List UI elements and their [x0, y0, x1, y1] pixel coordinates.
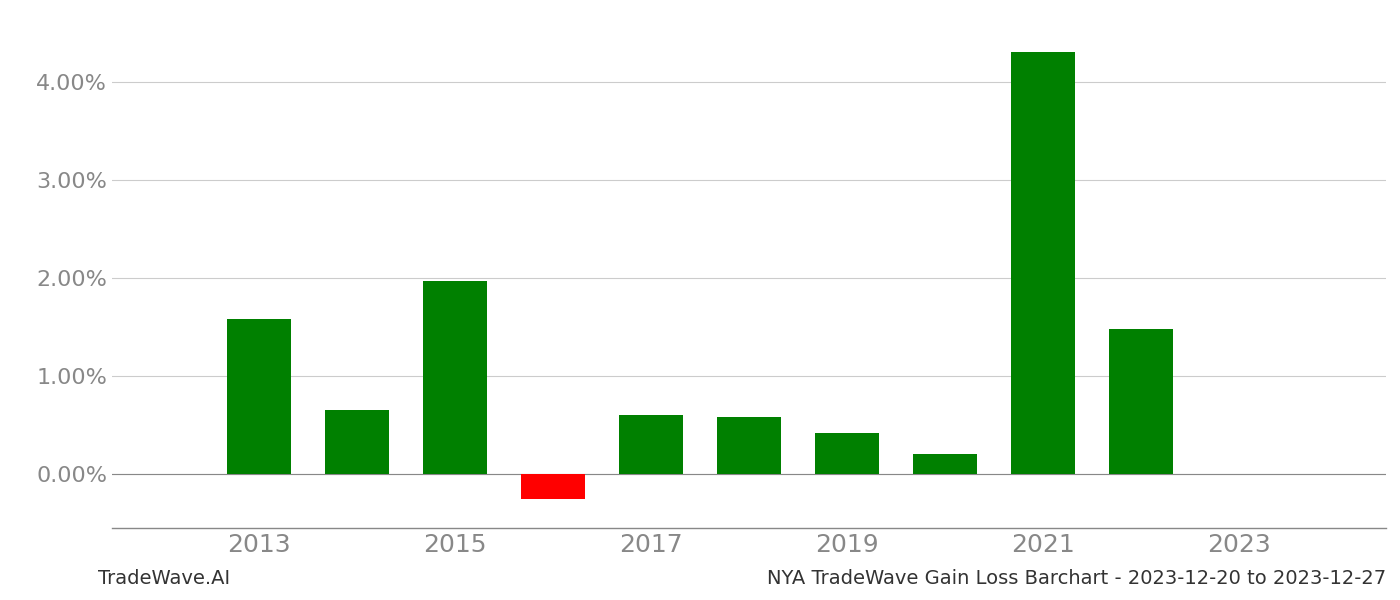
Text: TradeWave.AI: TradeWave.AI: [98, 569, 230, 588]
Bar: [325, 410, 389, 474]
Bar: [717, 417, 781, 474]
Bar: [227, 319, 291, 474]
Bar: [1011, 52, 1075, 474]
Bar: [619, 415, 683, 474]
Bar: [521, 474, 585, 499]
Bar: [1109, 329, 1173, 474]
Bar: [913, 454, 977, 474]
Text: NYA TradeWave Gain Loss Barchart - 2023-12-20 to 2023-12-27: NYA TradeWave Gain Loss Barchart - 2023-…: [767, 569, 1386, 588]
Bar: [815, 433, 879, 474]
Bar: [423, 281, 487, 474]
